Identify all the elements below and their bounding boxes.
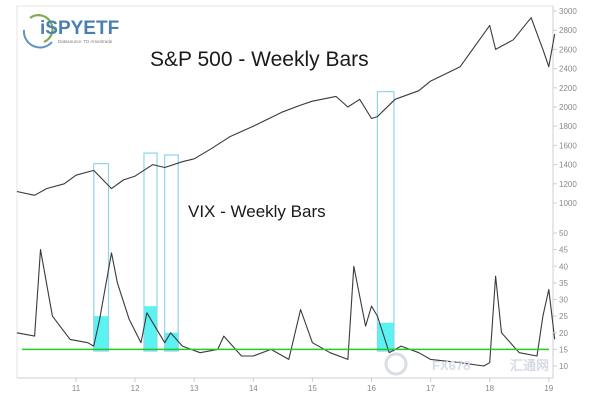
sp500-tick-label: 1000 (559, 199, 577, 208)
logo-swoosh-green (29, 14, 54, 44)
x-tick-label: 13 (190, 384, 199, 393)
vix-line (16, 249, 556, 367)
vix-tick-label: 40 (559, 262, 568, 271)
x-tick-label: 15 (308, 384, 317, 393)
highlight-box (164, 154, 179, 352)
sp500-y-ticks: 1000 1200 1400 1600 1800 2000 2200 2400 2600 2800… (553, 7, 577, 208)
sp500-tick-label: 1200 (559, 180, 577, 189)
vix-tick-label: 50 (559, 229, 568, 238)
sp500-series (16, 17, 556, 196)
x-axis-ticks: 11 12 13 14 15 16 17 18 19 (72, 378, 554, 393)
highlight-vix-fill (93, 316, 109, 352)
logo-swoosh-blue (22, 29, 53, 49)
x-tick-label: 14 (249, 384, 258, 393)
vix-tick-label: 30 (559, 296, 568, 305)
highlight-vix-fill (143, 306, 157, 352)
sp500-tick-label: 2600 (559, 45, 577, 54)
highlight-vix-fill (164, 332, 179, 352)
sp500-tick-label: 1600 (559, 141, 577, 150)
sp500-tick-label: 2000 (559, 103, 577, 112)
highlight-vix-fill (377, 322, 394, 352)
highlight-box (143, 152, 158, 352)
ispyetf-logo: iSPYETF Datasource: TD Ameritrade (22, 14, 119, 49)
vix-tick-label: 20 (559, 329, 568, 338)
vix-series (16, 249, 556, 367)
vix-tick-label: 35 (559, 279, 568, 288)
sp500-tick-label: 1400 (559, 161, 577, 170)
watermark-text: FX678 (432, 358, 470, 373)
vix-tick-label: 15 (559, 345, 568, 354)
highlight-box (93, 163, 110, 352)
watermark-cn-text: 汇通网 (510, 358, 549, 373)
sp500-tick-label: 3000 (559, 7, 577, 16)
watermark-circle-icon (384, 352, 408, 376)
x-tick-label: 19 (544, 384, 553, 393)
x-tick-label: 12 (131, 384, 140, 393)
logo-name: iSPYETF (40, 18, 119, 39)
vix-tick-label: 25 (559, 312, 568, 321)
sp500-tick-label: 1800 (559, 122, 577, 131)
watermark: FX678 汇通网 (384, 352, 549, 376)
vix-title: VIX - Weekly Bars (188, 202, 326, 221)
vix-tick-label: 10 (559, 362, 568, 371)
sp500-title: S&P 500 - Weekly Bars (150, 48, 369, 71)
vix-y-ticks: 10 15 20 25 30 35 40 45 50 (553, 229, 568, 371)
x-tick-label: 11 (72, 384, 81, 393)
sp500-tick-label: 2200 (559, 84, 577, 93)
sp500-tick-label: 2400 (559, 65, 577, 74)
x-tick-label: 18 (485, 384, 494, 393)
sp500-line (16, 17, 556, 196)
highlight-box (376, 91, 395, 352)
logo-subtitle: Datasource: TD Ameritrade (58, 39, 113, 44)
sp500-tick-label: 2800 (559, 26, 577, 35)
x-tick-label: 17 (426, 384, 435, 393)
x-tick-label: 16 (367, 384, 376, 393)
vix-tick-label: 45 (559, 246, 568, 255)
